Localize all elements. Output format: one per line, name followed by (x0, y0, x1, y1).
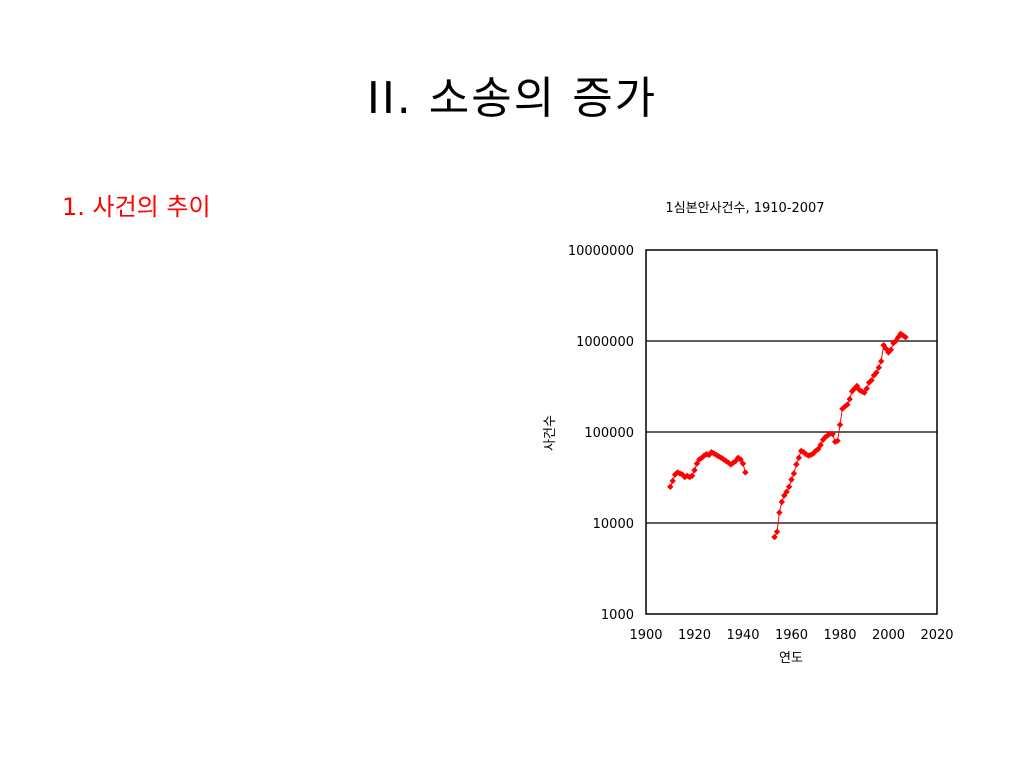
slide-title: II. 소송의 증가 (366, 73, 658, 124)
data-point (667, 483, 674, 490)
y-axis-label: 사건수 (543, 415, 558, 451)
y-tick-label: 1000000 (576, 335, 634, 350)
data-point (851, 385, 858, 392)
chart-title: 1심본안사건수, 1910-2007 (665, 201, 824, 216)
x-axis-label: 연도 (779, 651, 803, 666)
data-point (875, 364, 882, 371)
data-point (771, 533, 778, 541)
data-point (836, 421, 844, 428)
data-point (739, 460, 747, 467)
data-point (693, 460, 701, 467)
data-point (873, 369, 880, 376)
data-point (684, 472, 691, 479)
data-point (887, 346, 895, 353)
x-tick-label: 1960 (775, 628, 808, 643)
data-point (899, 332, 907, 339)
data-point (831, 438, 839, 445)
data-point (701, 452, 708, 459)
data-point (732, 457, 739, 465)
series-line-2 (774, 333, 906, 538)
data-point (669, 477, 676, 485)
data-point (783, 488, 790, 495)
data-point (742, 469, 749, 476)
data-point (902, 334, 909, 341)
data-point (776, 509, 783, 516)
data-point (686, 473, 693, 481)
data-point (865, 379, 873, 386)
y-tick-label: 10000 (593, 517, 634, 532)
data-point (844, 401, 851, 408)
y-tick-label: 1000 (601, 608, 634, 623)
data-point (861, 389, 868, 396)
data-point (790, 470, 798, 477)
data-point (781, 492, 788, 499)
data-point (720, 456, 727, 463)
data-point (802, 451, 810, 458)
data-point (688, 472, 696, 479)
data-point (880, 342, 887, 349)
data-point (810, 450, 817, 457)
data-point (800, 449, 807, 456)
data-point (834, 437, 841, 444)
data-point (829, 430, 836, 438)
x-tick-label: 1900 (629, 628, 662, 643)
data-point (698, 454, 705, 461)
x-tick-label: 2020 (920, 628, 953, 643)
data-point (671, 471, 679, 478)
data-point (785, 483, 793, 490)
data-point (868, 377, 875, 384)
data-point (863, 385, 870, 392)
data-point (778, 498, 785, 506)
series-line-1 (669, 451, 746, 487)
data-point (730, 459, 737, 466)
data-point (718, 454, 725, 461)
y-tick-labels: 1000 10000 100000 1000000 10000000 (568, 244, 634, 623)
data-point (798, 447, 805, 455)
bullet-heading: 1. 사건의 추이 (62, 193, 211, 221)
data-point (892, 337, 899, 345)
data-point (858, 388, 865, 395)
data-point (878, 358, 885, 365)
x-tick-labels: 1900 1920 1940 1960 1980 2000 2020 (629, 628, 953, 643)
data-point (713, 451, 720, 459)
y-tick-label: 100000 (584, 426, 634, 441)
data-point (848, 388, 856, 395)
x-tick-label: 2000 (872, 628, 905, 643)
data-point (705, 451, 713, 459)
data-point (788, 476, 795, 483)
data-point (681, 473, 688, 481)
data-point (815, 445, 822, 453)
data-point (882, 345, 890, 352)
data-series (667, 330, 909, 541)
plot-area (645, 249, 938, 615)
grid-lines (646, 340, 937, 524)
data-point (734, 454, 742, 461)
data-point (691, 467, 698, 474)
data-point (846, 395, 853, 403)
data-point (895, 334, 902, 341)
x-tick-label: 1980 (823, 628, 856, 643)
x-tick-label: 1920 (678, 628, 711, 643)
data-point (737, 456, 744, 463)
data-point (795, 454, 802, 461)
x-tick-label: 1940 (726, 628, 759, 643)
data-point (773, 528, 781, 535)
data-point (817, 441, 824, 449)
y-tick-label: 10000000 (568, 244, 634, 259)
data-point (897, 330, 904, 337)
data-point (793, 461, 800, 468)
